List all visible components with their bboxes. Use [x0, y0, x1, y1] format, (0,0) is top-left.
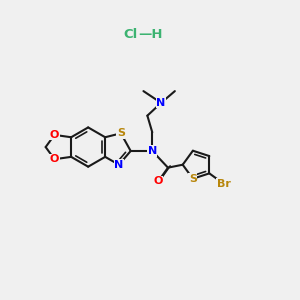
Text: Br: Br — [217, 179, 231, 189]
Text: O: O — [50, 154, 59, 164]
Text: —H: —H — [139, 28, 163, 41]
Text: N: N — [114, 160, 124, 170]
Text: O: O — [50, 130, 59, 140]
Text: N: N — [148, 146, 157, 156]
Text: O: O — [154, 176, 163, 186]
Text: Cl: Cl — [123, 28, 137, 41]
Text: S: S — [117, 128, 125, 138]
Text: S: S — [189, 174, 197, 184]
Text: N: N — [157, 98, 166, 108]
